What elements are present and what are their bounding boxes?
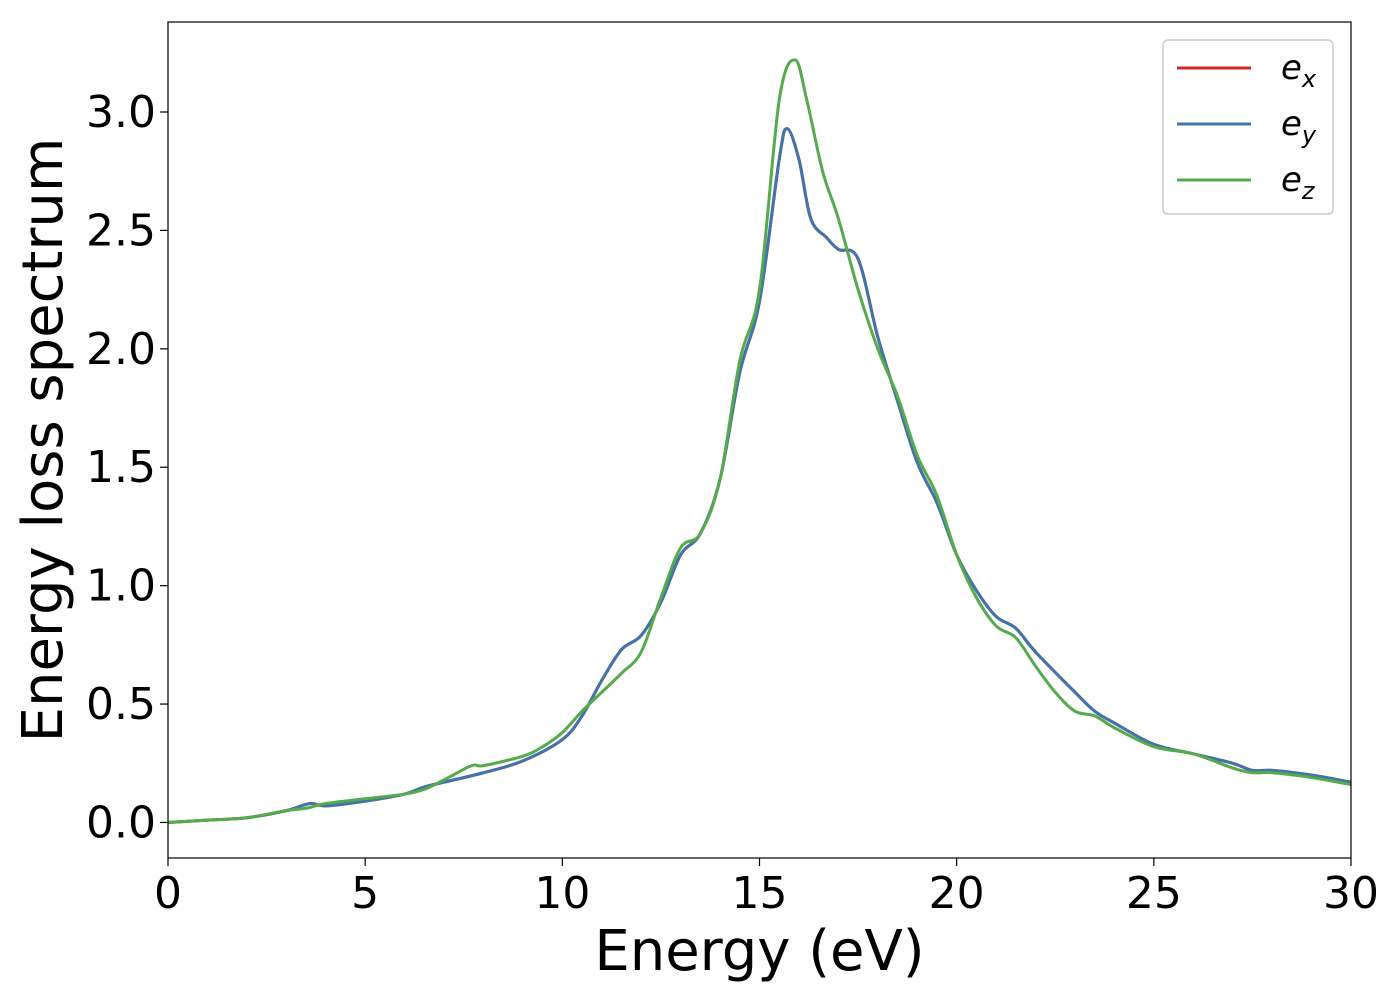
y-tick-label: 1.0 (86, 561, 156, 612)
x-tick-label: 20 (929, 868, 985, 919)
series-line-ey (167, 127, 1352, 824)
ticks-layer: 0 5 10 15 20 25 30 0.0 0.5 1.0 1.5 2.0 2.5 3.0 (86, 87, 1379, 919)
x-tick-label: 0 (154, 868, 182, 919)
y-tick-label: 1.5 (86, 442, 156, 493)
x-axis-label: Energy (eV) (594, 919, 924, 984)
x-tick-label: 15 (732, 868, 788, 919)
y-tick-label: 0.0 (86, 797, 156, 848)
series-layer (167, 58, 1352, 824)
y-axis-label: Energy loss spectrum (11, 138, 76, 743)
legend: ex ey ez (1162, 39, 1334, 215)
legend-items: ex ey ez (1177, 48, 1317, 205)
legend-label-ex: ex (1281, 48, 1317, 93)
x-tick-label: 30 (1323, 868, 1379, 919)
legend-label-ez: ez (1281, 160, 1316, 205)
y-tick-label: 2.5 (86, 205, 156, 256)
x-tick-label: 25 (1126, 868, 1182, 919)
y-tick-label: 3.0 (86, 87, 156, 138)
x-tick-label: 10 (534, 868, 590, 919)
legend-label-ey: ey (1281, 104, 1317, 149)
legend-box (1162, 39, 1334, 215)
x-tick-label: 5 (351, 868, 379, 919)
series-line-ez (167, 58, 1352, 824)
y-tick-label: 2.0 (86, 324, 156, 375)
y-tick-label: 0.5 (86, 679, 156, 730)
